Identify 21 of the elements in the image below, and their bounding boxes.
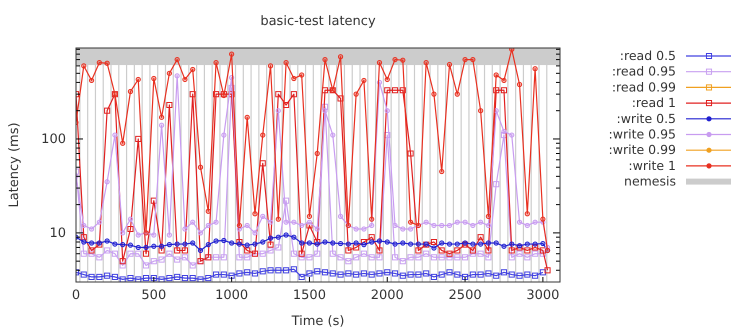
x-tick-label: 1500 [292, 288, 326, 304]
legend-label: nemesis [624, 174, 676, 189]
x-tick-label: 500 [141, 288, 166, 304]
x-tick-label: 0 [72, 288, 80, 304]
y-tick-label: 100 [41, 132, 66, 148]
x-tick-label: 2500 [448, 288, 482, 304]
x-axis-title: Time (s) [290, 314, 344, 329]
legend-label: :read 0.95 [612, 64, 676, 79]
x-tick-label: 1000 [215, 288, 248, 304]
y-tick-label: 10 [49, 226, 66, 242]
x-tick-label: 2000 [370, 288, 404, 304]
legend-label: :write 0.99 [608, 142, 676, 158]
y-axis-title: Latency (ms) [7, 122, 22, 208]
x-tick-label: 3000 [526, 288, 560, 304]
legend-label: :write 0.5 [616, 110, 676, 126]
legend-label: :read 0.99 [612, 79, 676, 94]
chart-title: basic-test latency [260, 14, 376, 29]
legend-label: :read 0.5 [620, 48, 676, 63]
legend-label: :write 1 [628, 158, 676, 173]
legend-label: :read 1 [632, 95, 676, 110]
legend-label: :write 0.95 [608, 126, 676, 142]
